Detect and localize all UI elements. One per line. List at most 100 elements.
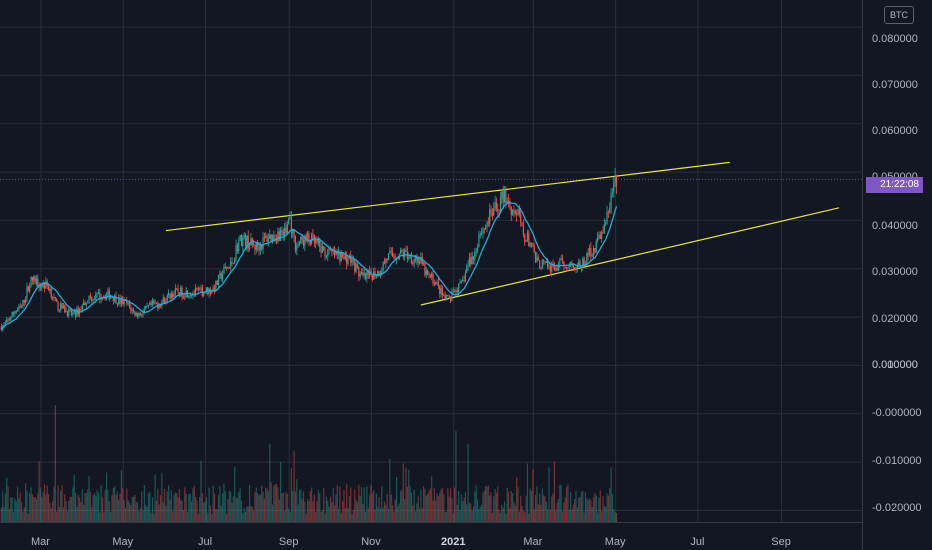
candle-body bbox=[514, 211, 516, 214]
volume-bar bbox=[561, 511, 564, 522]
time-axis[interactable]: Mar May Jul Sep Nov 2021 Mar May Jul Sep bbox=[31, 536, 791, 548]
candle-body bbox=[591, 255, 593, 257]
candle-body bbox=[315, 239, 317, 243]
volume-bar bbox=[443, 494, 445, 522]
volume-bar bbox=[250, 505, 252, 522]
candle-body bbox=[564, 266, 566, 268]
volume-bar bbox=[343, 490, 345, 522]
candle-body bbox=[367, 272, 369, 276]
candle-body bbox=[319, 239, 321, 247]
candle-body bbox=[199, 289, 201, 291]
volume-bar bbox=[258, 495, 260, 522]
volume-bar bbox=[491, 513, 493, 522]
candle-body bbox=[460, 280, 462, 283]
volume-bar bbox=[91, 507, 93, 522]
candle-body bbox=[223, 266, 225, 275]
volume-bar bbox=[176, 493, 178, 522]
y-tick-label: 0.070000 bbox=[872, 79, 918, 91]
volume-bar bbox=[464, 492, 466, 522]
candle-body bbox=[217, 275, 220, 285]
volume-bar bbox=[313, 494, 315, 522]
volume-bar bbox=[96, 490, 98, 522]
currency-badge[interactable]: BTC bbox=[884, 6, 914, 24]
candle-body bbox=[87, 302, 89, 304]
volume-bar bbox=[427, 493, 429, 522]
volume-bar bbox=[169, 499, 171, 522]
candle-body bbox=[81, 304, 83, 310]
x-tick-label: May bbox=[112, 536, 133, 548]
candle-body bbox=[234, 257, 236, 264]
volume-bar bbox=[460, 494, 462, 522]
candle-body bbox=[60, 302, 62, 311]
candle-body bbox=[458, 283, 460, 292]
candle-body bbox=[27, 286, 29, 292]
volume-bar bbox=[321, 510, 324, 522]
x-tick-label: Mar bbox=[31, 536, 50, 548]
candle-body bbox=[329, 248, 332, 251]
price-axis[interactable]: 0.0800000.0700000.0600000.0500000.040000… bbox=[872, 33, 922, 514]
volume-bar bbox=[126, 488, 128, 522]
volume-bar bbox=[497, 486, 499, 522]
candle-body bbox=[263, 237, 266, 239]
volume-bar bbox=[358, 484, 360, 522]
candle-body bbox=[149, 302, 151, 306]
volume-bar bbox=[525, 495, 527, 522]
candle-body bbox=[261, 244, 263, 249]
volume-bar bbox=[185, 493, 187, 522]
volume-bar bbox=[3, 506, 5, 522]
volume-bar bbox=[381, 486, 383, 522]
x-tick-label: Sep bbox=[279, 536, 299, 548]
candle-body bbox=[298, 242, 301, 245]
candle-body bbox=[18, 306, 20, 310]
volume-bar bbox=[526, 463, 529, 522]
candle-body bbox=[413, 259, 415, 264]
volume-bar bbox=[470, 503, 472, 522]
volume-bar bbox=[0, 507, 2, 522]
volume-bar bbox=[138, 511, 140, 522]
candle-body bbox=[441, 288, 444, 296]
volume-bar bbox=[451, 497, 453, 522]
candle-body bbox=[324, 250, 326, 257]
volume-bar bbox=[544, 496, 546, 522]
candle-body bbox=[58, 309, 60, 311]
volume-bar bbox=[356, 501, 359, 522]
candle-body bbox=[166, 294, 168, 301]
volume-bar bbox=[217, 495, 220, 522]
volume-bar bbox=[611, 494, 614, 522]
volume-bar bbox=[275, 483, 278, 522]
volume-bar bbox=[340, 512, 342, 522]
volume-bar bbox=[512, 493, 514, 522]
volume-bar bbox=[262, 491, 264, 522]
volume-bar bbox=[575, 490, 577, 522]
volume-bar bbox=[216, 509, 218, 522]
volume-bar bbox=[46, 485, 48, 522]
candle-body bbox=[190, 294, 193, 296]
candle-body bbox=[502, 191, 504, 203]
volume-bar bbox=[374, 509, 376, 522]
volume-bar bbox=[174, 492, 176, 522]
volume-bar bbox=[254, 492, 256, 522]
volume-bar bbox=[181, 500, 183, 522]
volume-bar bbox=[472, 506, 475, 522]
volume-bar bbox=[246, 506, 248, 522]
candle-body bbox=[533, 246, 535, 252]
volume-bar bbox=[92, 495, 94, 522]
volume-bar bbox=[591, 507, 593, 522]
volume-bar bbox=[360, 487, 363, 522]
volume-bar bbox=[436, 493, 438, 522]
volume-bar bbox=[587, 500, 589, 522]
volume-bar bbox=[400, 490, 402, 522]
candle-body bbox=[230, 261, 232, 268]
candle-body bbox=[559, 259, 561, 264]
volume-bar bbox=[211, 513, 213, 522]
volume-bar bbox=[119, 493, 121, 522]
candle-body bbox=[459, 282, 461, 284]
volume-bar bbox=[131, 496, 133, 522]
y-tick-label: 0.000000 bbox=[872, 359, 918, 371]
volume-bar bbox=[12, 512, 15, 522]
volume-bar bbox=[223, 483, 225, 522]
candle-body bbox=[551, 264, 553, 272]
candle-body bbox=[177, 288, 179, 293]
candle-body bbox=[521, 222, 523, 225]
